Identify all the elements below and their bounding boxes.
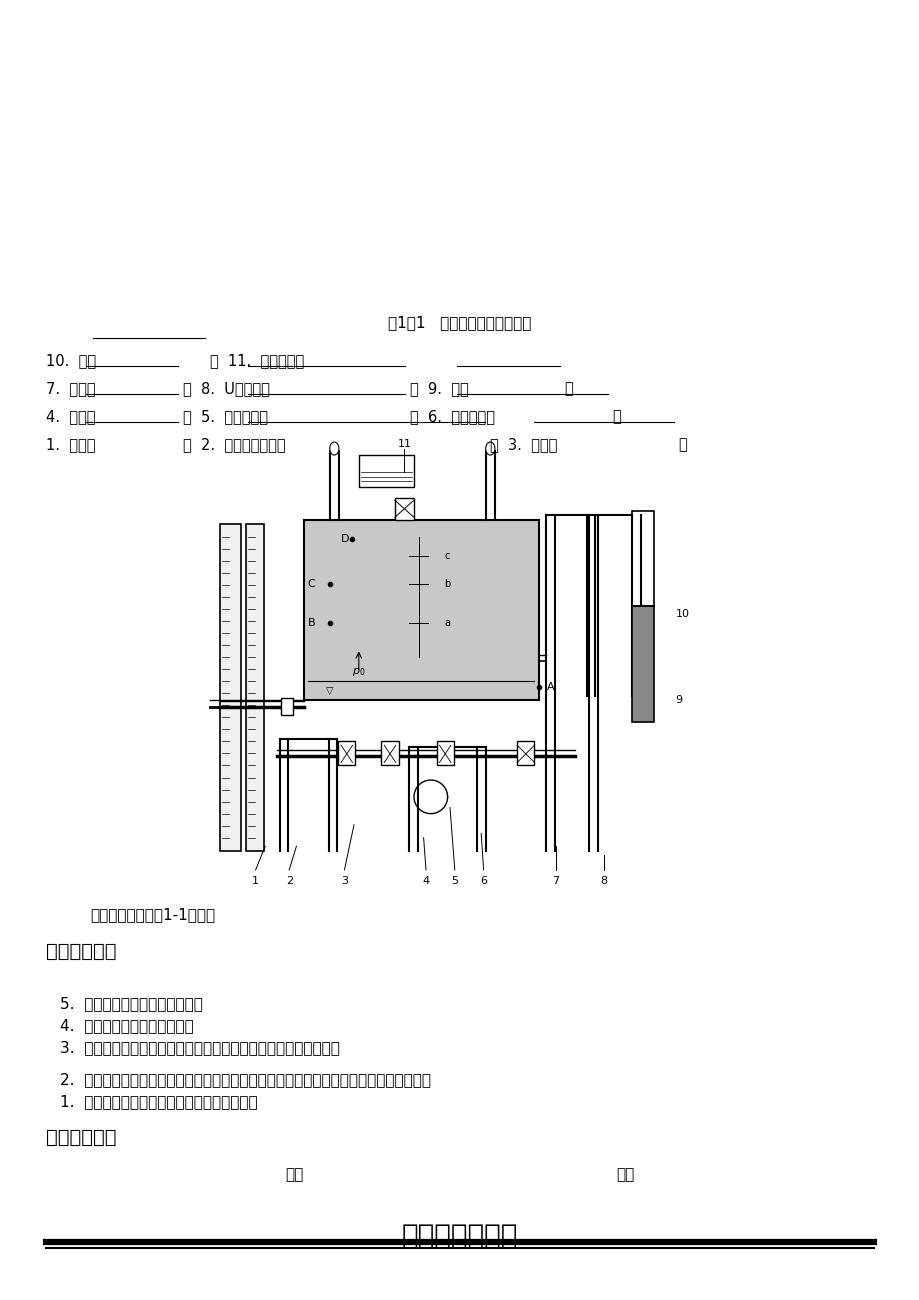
Bar (381, 741, 398, 764)
Text: ；  9.  油柱: ； 9. 油柱 (410, 381, 469, 396)
Text: 7: 7 (551, 876, 559, 885)
Text: 7.  截止阀: 7. 截止阀 (46, 381, 96, 396)
Text: 班级: 班级 (285, 1167, 303, 1182)
Bar (394, 498, 414, 520)
Bar (245, 524, 264, 850)
Text: ；  5.  加压打气球: ； 5. 加压打气球 (183, 410, 267, 424)
Text: B: B (308, 618, 315, 628)
Text: 4.  通气阀: 4. 通气阀 (46, 410, 96, 424)
Text: D: D (340, 534, 349, 543)
Text: 学号: 学号 (616, 1167, 634, 1182)
Text: 6: 6 (480, 876, 486, 885)
Text: ；: ； (677, 437, 686, 452)
Text: 5.  测定另一种液体的相对密度。: 5. 测定另一种液体的相对密度。 (60, 996, 203, 1011)
Text: 3.  观察真空度（负压）的产生过程，进一步加深对真空度的理解。: 3. 观察真空度（负压）的产生过程，进一步加深对真空度的理解。 (60, 1040, 339, 1056)
Bar (516, 741, 534, 764)
Text: ；  8.  U形测压管: ； 8. U形测压管 (183, 381, 269, 396)
Text: $p_0$: $p_0$ (352, 666, 365, 679)
Text: 1: 1 (252, 876, 259, 885)
Circle shape (329, 442, 338, 455)
Text: ；  11.  减压放水阀: ； 11. 减压放水阀 (210, 354, 304, 368)
Text: 8: 8 (599, 876, 607, 885)
Bar (631, 511, 653, 606)
Text: 2: 2 (285, 876, 292, 885)
Text: 11: 11 (397, 439, 411, 450)
Text: ；  6.  真空测压管: ； 6. 真空测压管 (410, 410, 494, 424)
Text: 1.  掌握用液式测压计测量流体静压强的技能。: 1. 掌握用液式测压计测量流体静压强的技能。 (60, 1095, 257, 1109)
Text: b: b (444, 578, 450, 589)
Text: 本实验的装置如图1-1所示。: 本实验的装置如图1-1所示。 (90, 907, 215, 922)
Text: ；: ； (611, 410, 620, 424)
Circle shape (485, 442, 494, 455)
Bar (338, 741, 355, 764)
Text: 5: 5 (451, 876, 458, 885)
Bar (437, 741, 453, 764)
Text: 10: 10 (675, 610, 689, 619)
Text: 流体静力学实验: 流体静力学实验 (402, 1222, 517, 1251)
Text: ；: ； (563, 381, 573, 396)
Bar (631, 606, 653, 722)
Text: 2.  验证不可压缩流体静力学基本方程，加深对位置水头、压强水头和测压管水头的理解。: 2. 验证不可压缩流体静力学基本方程，加深对位置水头、压强水头和测压管水头的理解… (60, 1072, 430, 1087)
Text: 一、实验目的: 一、实验目的 (46, 1128, 117, 1147)
Text: 1.  测压管: 1. 测压管 (46, 437, 96, 452)
Text: c: c (445, 551, 449, 562)
Bar (358, 455, 414, 488)
Text: C: C (308, 578, 315, 589)
Bar (303, 520, 539, 701)
Text: A: A (547, 682, 554, 692)
Text: ；  2.  带标尺的测压管: ； 2. 带标尺的测压管 (183, 437, 285, 452)
Text: 10.  水柱: 10. 水柱 (46, 354, 96, 368)
Text: 3: 3 (341, 876, 347, 885)
Text: 9: 9 (675, 696, 682, 705)
Text: 图1－1   流体静力学实验装置图: 图1－1 流体静力学实验装置图 (388, 315, 531, 330)
Text: ；  3.  连通管: ； 3. 连通管 (490, 437, 557, 452)
Text: 二、实验装置: 二、实验装置 (46, 942, 117, 961)
Text: 4: 4 (422, 876, 429, 885)
Bar (220, 524, 241, 850)
Text: 4.  测量静水中任一点的压强。: 4. 测量静水中任一点的压强。 (60, 1018, 194, 1034)
Bar (280, 698, 293, 715)
Text: ▽: ▽ (326, 685, 334, 696)
Text: a: a (444, 618, 450, 628)
